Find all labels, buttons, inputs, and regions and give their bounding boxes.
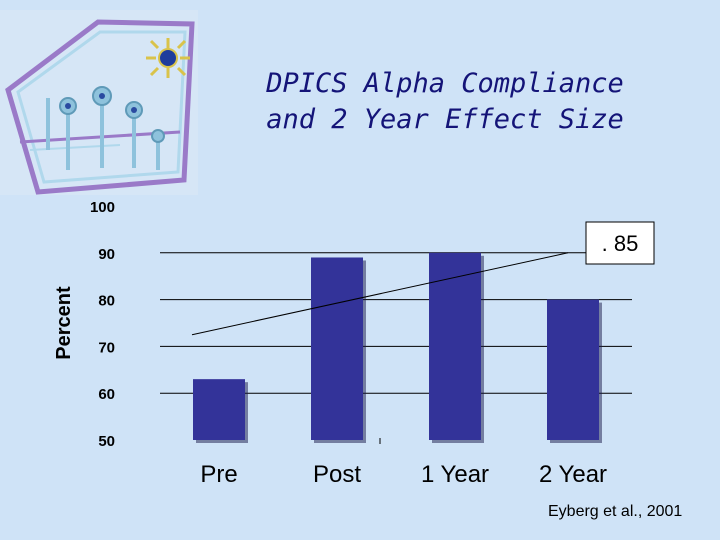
y-tick-label: 70 <box>98 339 115 356</box>
house-logo-icon <box>0 10 198 195</box>
bar <box>547 299 599 440</box>
bar <box>311 257 363 440</box>
trendline <box>191 252 569 336</box>
bar <box>193 379 245 440</box>
bar <box>429 252 481 440</box>
y-axis-label: Percent <box>53 286 75 360</box>
x-tick-label: Post <box>313 461 361 488</box>
x-tick-label: 2 Year <box>539 461 607 488</box>
x-tick-label: 1 Year <box>421 461 489 488</box>
y-tick-label: 50 <box>98 433 115 450</box>
chart-labels: 50 60 70 80 90 100 Pre Post 1 Year 2 Year <box>90 199 607 488</box>
citation: Eyberg et al., 2001 <box>548 503 683 520</box>
y-tick-label: 90 <box>98 246 115 263</box>
bars <box>193 252 602 443</box>
effect-size-label: . 85 <box>602 231 639 256</box>
chart-title: DPICS Alpha Compliance and 2 Year Effect… <box>240 66 650 138</box>
y-tick-label: 60 <box>98 386 115 403</box>
y-tick-label: 80 <box>98 293 115 310</box>
effect-size-box <box>585 221 655 265</box>
x-tick-label: Pre <box>200 461 237 488</box>
title-line-1: DPICS Alpha Compliance <box>266 68 624 99</box>
y-tick-label: 100 <box>90 199 115 216</box>
title-line-2: and 2 Year Effect Size <box>266 104 624 135</box>
